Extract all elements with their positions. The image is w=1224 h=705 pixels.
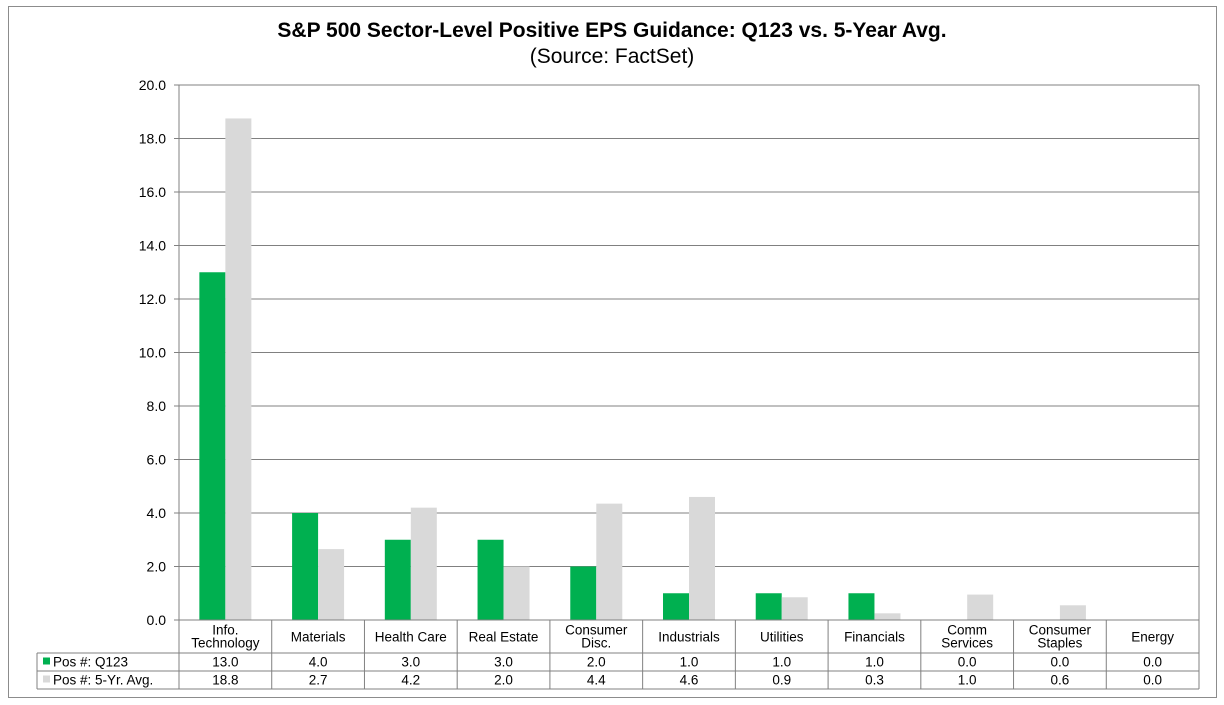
data-label: 1.0 (958, 673, 977, 688)
data-label: 18.8 (212, 673, 238, 688)
data-label: 4.4 (587, 673, 606, 688)
data-label: 2.0 (587, 655, 606, 670)
category-label: Comm (947, 623, 987, 638)
bar-q123 (755, 593, 782, 620)
bar-q123 (199, 272, 226, 620)
bar-5yr-avg (874, 613, 901, 620)
bar-q123 (292, 513, 319, 620)
y-tick-label: 14.0 (139, 238, 166, 254)
data-label: 4.6 (680, 673, 699, 688)
bar-q123 (848, 593, 875, 620)
data-table: Info.Technology Materials Health Care Real … (36, 619, 1200, 690)
bar-q123 (570, 566, 597, 620)
bar-5yr-avg (225, 118, 252, 620)
bar-5yr-avg (596, 503, 623, 620)
category-label: Materials (291, 630, 346, 645)
bar-5yr-avg (318, 549, 345, 620)
y-tick-label: 8.0 (147, 398, 167, 414)
category-label: Real Estate (469, 630, 539, 645)
category-label: Utilities (760, 630, 804, 645)
category-label: Technology (191, 636, 260, 651)
y-tick-label: 18.0 (139, 131, 166, 147)
y-tick-label: 0.0 (147, 612, 167, 628)
data-label: 4.2 (401, 673, 420, 688)
bar-q123 (663, 593, 689, 620)
category-label: Services (941, 636, 993, 651)
data-label: 0.0 (1051, 655, 1070, 670)
data-label: 0.0 (1143, 655, 1162, 670)
category-label: Energy (1131, 630, 1174, 645)
data-label: 2.7 (309, 673, 328, 688)
bar-q123 (477, 539, 504, 620)
y-tick-label: 6.0 (147, 452, 167, 468)
bar-q123 (384, 539, 411, 620)
legend-swatch-q123 (43, 657, 50, 665)
category-label: Financials (844, 630, 905, 645)
chart-title: S&P 500 Sector-Level Positive EPS Guidan… (277, 19, 946, 42)
data-label: 0.0 (958, 655, 977, 670)
data-label: 1.0 (680, 655, 699, 670)
y-axis-ticks: 0.0 2.0 4.0 6.0 8.0 10.0 12.0 14.0 16.0 18.0 20.0 (139, 77, 179, 628)
bar-5yr-avg (781, 597, 808, 620)
bar-5yr-avg (1059, 605, 1086, 620)
y-tick-label: 20.0 (139, 77, 166, 93)
bar-5yr-avg (967, 594, 994, 620)
data-label: 0.3 (865, 673, 884, 688)
data-label: 3.0 (401, 655, 420, 670)
gridlines (178, 84, 1200, 620)
bar-5yr-avg (689, 496, 715, 620)
data-label: 4.0 (309, 655, 328, 670)
data-label: 0.0 (1143, 673, 1162, 688)
y-tick-label: 2.0 (147, 559, 167, 575)
y-tick-label: 4.0 (147, 505, 167, 521)
data-label: 2.0 (494, 673, 513, 688)
data-label: 0.9 (772, 673, 791, 688)
data-label: 13.0 (212, 655, 238, 670)
chart-subtitle: (Source: FactSet) (530, 45, 695, 68)
category-label: Info. (212, 623, 238, 638)
y-tick-label: 16.0 (139, 184, 166, 200)
legend-swatch-5yr-avg (43, 675, 50, 683)
data-label: 0.6 (1051, 673, 1070, 688)
category-label: Health Care (375, 630, 447, 645)
bar-5yr-avg (410, 507, 437, 620)
category-label: Consumer (1029, 623, 1092, 638)
bar-5yr-avg (503, 566, 530, 620)
category-label: Disc. (581, 636, 611, 651)
category-label: Consumer (565, 623, 628, 638)
data-label: 1.0 (865, 655, 884, 670)
data-label: 3.0 (494, 655, 513, 670)
data-label: 1.0 (772, 655, 791, 670)
y-tick-label: 10.0 (139, 345, 166, 361)
category-label: Staples (1037, 636, 1082, 651)
bars (199, 118, 1086, 620)
category-label: Industrials (658, 630, 720, 645)
legend-label: Pos #: Q123 (53, 655, 128, 670)
y-tick-label: 12.0 (139, 291, 166, 307)
legend-label: Pos #: 5-Yr. Avg. (53, 673, 153, 688)
